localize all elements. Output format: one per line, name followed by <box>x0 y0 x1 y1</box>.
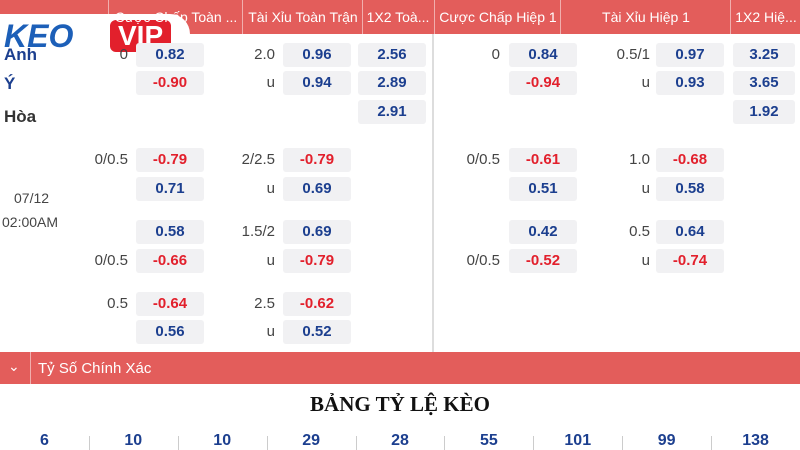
odds-cell[interactable]: 0.69 <box>283 220 351 244</box>
score: 29 <box>302 432 320 449</box>
page-title: BẢNG TỶ LỆ KÈO <box>310 392 490 416</box>
match-date: 07/12 <box>14 190 50 206</box>
odds-cell[interactable]: -0.79 <box>283 148 351 172</box>
odds-cell[interactable]: 0.69 <box>283 177 351 201</box>
section-bar[interactable]: ⌄ Tỷ Số Chính Xác <box>0 352 800 384</box>
line-label: u <box>641 252 650 269</box>
separator <box>533 436 535 450</box>
line-label: 0/0.5 <box>466 151 500 168</box>
odds-cell[interactable]: 0.96 <box>283 43 351 67</box>
separator <box>622 436 624 450</box>
line-label: u <box>266 74 275 91</box>
column-header[interactable]: Cược Chấp Hiệp 1 <box>434 0 561 34</box>
line-label: 0.5/1 <box>616 46 650 63</box>
odds-cell[interactable]: 2.56 <box>358 43 426 67</box>
score: 138 <box>742 432 769 449</box>
odds-cell[interactable]: 0.82 <box>136 43 204 67</box>
column-header[interactable]: 1X2 Toà... <box>362 0 433 34</box>
line-label: u <box>266 323 275 340</box>
team-away: Ý <box>4 74 16 93</box>
score: 10 <box>213 432 232 449</box>
line-label: 0.5 <box>629 223 650 240</box>
odds-cell[interactable]: -0.62 <box>283 292 351 316</box>
separator <box>266 436 268 450</box>
odds-cell[interactable]: -0.61 <box>509 148 577 172</box>
odds-cell[interactable]: -0.66 <box>136 249 204 273</box>
line-label: 1.0 <box>629 151 650 168</box>
odds-cell[interactable]: 0.51 <box>509 177 577 201</box>
odds-cell[interactable]: 0.94 <box>283 71 351 95</box>
line-label: 0/0.5 <box>466 252 500 269</box>
odds-cell[interactable]: 0.58 <box>656 177 724 201</box>
odds-cell[interactable]: -0.90 <box>136 71 204 95</box>
line-label: 0.5 <box>107 295 128 312</box>
score: 55 <box>479 432 498 449</box>
odds-cell[interactable]: 0.93 <box>656 71 724 95</box>
column-header[interactable]: Tài Xỉu Hiệp 1 <box>560 0 731 34</box>
odds-cell[interactable]: 0.71 <box>136 177 204 201</box>
column-header[interactable]: Cược Chấp Toàn ... <box>108 0 243 34</box>
team-draw: Hòa <box>4 107 37 126</box>
line-label: 0/0.5 <box>94 252 128 269</box>
odds-cell[interactable]: -0.68 <box>656 148 724 172</box>
odds-cell[interactable]: 0.42 <box>509 220 577 244</box>
separator <box>444 436 446 450</box>
odds-cell[interactable]: -0.74 <box>656 249 724 273</box>
line-label: 0 <box>119 46 128 63</box>
separator <box>30 352 31 384</box>
section-divider <box>432 34 434 352</box>
line-label: 2.5 <box>254 295 275 312</box>
score: 6 <box>39 432 49 449</box>
odds-cell[interactable]: -0.79 <box>136 148 204 172</box>
score: 99 <box>657 432 676 449</box>
line-label: 0 <box>491 46 500 63</box>
odds-cell[interactable]: 0.97 <box>656 43 724 67</box>
line-label: 0/0.5 <box>94 151 128 168</box>
line-label: u <box>266 180 275 197</box>
line-label: 2/2.5 <box>241 151 275 168</box>
line-label: u <box>266 252 275 269</box>
column-header[interactable]: Tài Xỉu Toàn Trận <box>242 0 363 34</box>
score: 101 <box>564 432 592 449</box>
score: 28 <box>391 432 409 449</box>
odds-cell[interactable]: -0.64 <box>136 292 204 316</box>
odds-cell[interactable]: 3.25 <box>733 43 795 67</box>
separator <box>711 436 713 450</box>
column-header[interactable]: 1X2 Hiệ... <box>730 0 800 34</box>
line-label: 1.5/2 <box>241 223 275 240</box>
separator <box>177 436 179 450</box>
odds-cell[interactable]: 0.52 <box>283 320 351 344</box>
odds-cell[interactable]: 2.89 <box>358 71 426 95</box>
line-label: 2.0 <box>254 46 275 63</box>
line-label: u <box>641 74 650 91</box>
odds-cell[interactable]: 0.64 <box>656 220 724 244</box>
odds-cell[interactable]: -0.52 <box>509 249 577 273</box>
line-label: u <box>641 180 650 197</box>
odds-cell[interactable]: 0.84 <box>509 43 577 67</box>
odds-cell[interactable]: 3.65 <box>733 71 795 95</box>
section-title: Tỷ Số Chính Xác <box>38 360 152 377</box>
odds-cell[interactable]: 2.91 <box>358 100 426 124</box>
separator <box>355 436 357 450</box>
odds-cell[interactable]: 0.56 <box>136 320 204 344</box>
chevron: ⌄ <box>8 358 20 374</box>
match-time: 02:00AM <box>2 214 59 230</box>
team-home: Anh <box>4 45 38 64</box>
odds-cell[interactable]: -0.79 <box>283 249 351 273</box>
score: 10 <box>124 432 143 449</box>
odds-cell[interactable]: 1.92 <box>733 100 795 124</box>
odds-cell[interactable]: -0.94 <box>509 71 577 95</box>
separator <box>88 436 90 450</box>
logo-keo: KEO <box>4 18 74 54</box>
odds-cell[interactable]: 0.58 <box>136 220 204 244</box>
